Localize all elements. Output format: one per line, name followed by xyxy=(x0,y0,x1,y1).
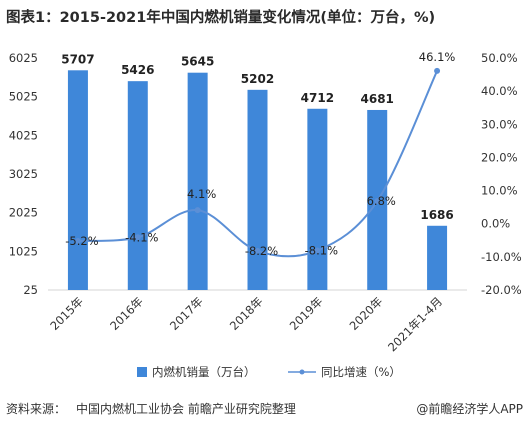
growth-point xyxy=(134,234,141,241)
y-right-tick-label: 20.0% xyxy=(481,150,518,164)
y-left-tick-label: 5025 xyxy=(9,90,38,104)
y-left-tick-label: 1025 xyxy=(9,244,38,258)
y-left-tick-label: 6025 xyxy=(9,51,38,65)
y-right-tick-label: -10.0% xyxy=(481,250,522,264)
x-tick-label: 2019年 xyxy=(287,294,326,333)
bar-value-label: 5645 xyxy=(181,55,214,69)
growth-point xyxy=(194,207,201,214)
growth-value-label: 6.8% xyxy=(367,194,396,208)
y-right-tick-label: -20.0% xyxy=(481,283,522,297)
bar xyxy=(427,225,448,290)
bar xyxy=(67,70,88,291)
bar-value-label: 5426 xyxy=(121,63,154,77)
x-tick-label: 2015年 xyxy=(47,294,86,333)
bar-value-label: 5202 xyxy=(241,72,274,86)
y-right-tick-label: 0.0% xyxy=(481,217,510,231)
chart-title: 图表1：2015-2021年中国内燃机销量变化情况(单位：万台，%) xyxy=(6,10,436,26)
growth-value-label: -4.1% xyxy=(125,230,158,244)
bar-value-label: 4712 xyxy=(301,91,334,105)
growth-value-label: 46.1% xyxy=(419,50,456,64)
y-right-tick-label: 30.0% xyxy=(481,117,518,131)
bar xyxy=(247,89,268,291)
y-right-tick-label: 40.0% xyxy=(481,84,518,98)
x-tick-label: 2018年 xyxy=(227,294,266,333)
legend-line-label: 同比增速（%） xyxy=(321,365,401,379)
growth-value-label: -8.2% xyxy=(245,244,278,258)
bar xyxy=(187,72,208,291)
bar xyxy=(307,108,328,290)
credit-text: @前瞻经济学人APP xyxy=(416,402,523,416)
footer: 资料来源： 中国内燃机工业协会 前瞻产业研究院整理 @前瞻经济学人APP xyxy=(6,400,523,417)
x-tick-label: 2016年 xyxy=(107,294,146,333)
growth-point xyxy=(374,198,381,205)
bar-value-label: 1686 xyxy=(420,208,453,222)
growth-point xyxy=(74,237,81,244)
y-left-tick-label: 2025 xyxy=(9,206,38,220)
legend-bar-swatch xyxy=(137,367,147,377)
y-left-tick-label: 4025 xyxy=(9,128,38,142)
growth-point xyxy=(314,247,321,254)
growth-value-label: -5.2% xyxy=(65,234,98,248)
growth-point xyxy=(254,247,261,254)
legend-line-marker xyxy=(299,369,305,375)
legend-bar-label: 内燃机销量（万台） xyxy=(152,365,256,379)
y-right-tick-label: 10.0% xyxy=(481,184,518,198)
growth-value-label: 4.1% xyxy=(187,187,216,201)
source-label: 资料来源： xyxy=(6,402,67,416)
x-tick-label: 2021年1-4月 xyxy=(385,294,445,354)
bar-value-label: 5707 xyxy=(61,52,94,66)
x-tick-label: 2017年 xyxy=(167,294,206,333)
y-left-tick-label: 25 xyxy=(23,283,38,297)
bar xyxy=(127,81,148,290)
source-text: 中国内燃机工业协会 前瞻产业研究院整理 xyxy=(76,402,296,416)
x-tick-label: 2020年 xyxy=(347,294,386,333)
growth-point xyxy=(434,67,441,74)
y-right-tick-label: 50.0% xyxy=(481,51,518,65)
growth-value-label: -8.1% xyxy=(305,244,338,258)
y-left-tick-label: 3025 xyxy=(9,167,38,181)
bar-value-label: 4681 xyxy=(361,92,394,106)
